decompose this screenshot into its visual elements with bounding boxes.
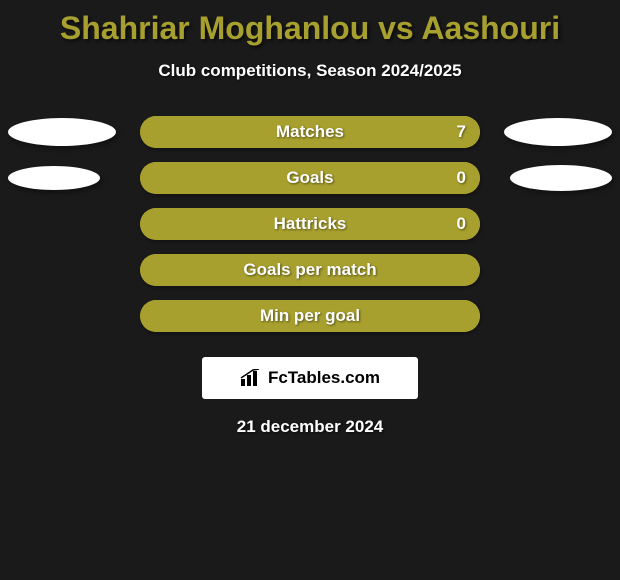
date-label: 21 december 2024 bbox=[0, 417, 620, 437]
attribution-text: FcTables.com bbox=[268, 368, 380, 388]
stat-bar: Goals per match bbox=[140, 254, 480, 286]
stat-label: Min per goal bbox=[140, 306, 480, 326]
stat-bar: Matches 7 bbox=[140, 116, 480, 148]
attribution-badge: FcTables.com bbox=[202, 357, 418, 399]
stat-row-hattricks: Hattricks 0 bbox=[0, 201, 620, 247]
stat-bar: Goals 0 bbox=[140, 162, 480, 194]
stat-value: 7 bbox=[457, 122, 466, 142]
stat-label: Hattricks bbox=[140, 214, 480, 234]
stat-bar: Min per goal bbox=[140, 300, 480, 332]
stat-row-min-per-goal: Min per goal bbox=[0, 293, 620, 339]
right-value-ellipse bbox=[504, 118, 612, 146]
stat-row-goals-per-match: Goals per match bbox=[0, 247, 620, 293]
left-value-ellipse bbox=[8, 166, 100, 190]
bar-chart-icon bbox=[240, 369, 262, 387]
stat-row-matches: Matches 7 bbox=[0, 109, 620, 155]
stat-rows: Matches 7 Goals 0 Hattricks 0 bbox=[0, 109, 620, 339]
stat-bar: Hattricks 0 bbox=[140, 208, 480, 240]
stat-value: 0 bbox=[457, 214, 466, 234]
left-value-ellipse bbox=[8, 118, 116, 146]
page-title: Shahriar Moghanlou vs Aashouri bbox=[0, 0, 620, 47]
stat-label: Matches bbox=[140, 122, 480, 142]
stat-label: Goals per match bbox=[140, 260, 480, 280]
subtitle: Club competitions, Season 2024/2025 bbox=[0, 61, 620, 81]
stat-row-goals: Goals 0 bbox=[0, 155, 620, 201]
right-value-ellipse bbox=[510, 165, 612, 191]
comparison-infographic: Shahriar Moghanlou vs Aashouri Club comp… bbox=[0, 0, 620, 437]
stat-value: 0 bbox=[457, 168, 466, 188]
stat-label: Goals bbox=[140, 168, 480, 188]
